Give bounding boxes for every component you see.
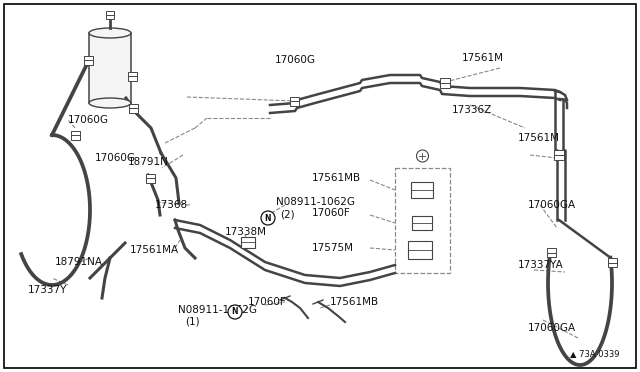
Text: 17368: 17368: [155, 200, 188, 210]
Text: 17337YA: 17337YA: [518, 260, 564, 270]
Text: 17060G: 17060G: [95, 153, 136, 163]
Text: (2): (2): [280, 209, 294, 219]
Text: 17561MA: 17561MA: [130, 245, 179, 255]
Bar: [608, 258, 617, 267]
Bar: [291, 96, 300, 106]
Circle shape: [417, 150, 429, 162]
Text: 17060GA: 17060GA: [528, 200, 576, 210]
Text: 17060F: 17060F: [312, 208, 351, 218]
Bar: [129, 103, 138, 112]
Ellipse shape: [89, 98, 131, 108]
Text: 17336Z: 17336Z: [452, 105, 492, 115]
Text: 17338M: 17338M: [225, 227, 267, 237]
Text: 17060GA: 17060GA: [528, 323, 576, 333]
Text: N08911-1062G: N08911-1062G: [276, 197, 355, 207]
Text: N08911-1062G: N08911-1062G: [178, 305, 257, 315]
Bar: [412, 182, 433, 198]
Bar: [547, 248, 556, 257]
Text: 17561M: 17561M: [462, 53, 504, 63]
Text: 17561M: 17561M: [518, 133, 560, 143]
Bar: [70, 131, 79, 140]
Circle shape: [228, 305, 242, 319]
Bar: [106, 11, 114, 19]
Text: N: N: [232, 308, 238, 317]
Text: 17060F: 17060F: [248, 297, 287, 307]
Bar: [413, 216, 433, 230]
Bar: [408, 241, 433, 259]
Bar: [145, 173, 154, 183]
Bar: [89, 33, 131, 103]
Bar: [127, 71, 136, 80]
Ellipse shape: [89, 28, 131, 38]
Text: 18791N: 18791N: [128, 157, 169, 167]
Text: 17561MB: 17561MB: [330, 297, 379, 307]
Text: 17060G: 17060G: [275, 55, 316, 65]
Text: N: N: [265, 214, 271, 222]
Text: (1): (1): [185, 317, 200, 327]
Bar: [241, 237, 255, 247]
Text: 17561MB: 17561MB: [312, 173, 361, 183]
Bar: [83, 55, 93, 64]
Text: 17575M: 17575M: [312, 243, 354, 253]
Text: ▲ 73A 0339: ▲ 73A 0339: [570, 349, 620, 358]
Circle shape: [261, 211, 275, 225]
Bar: [554, 150, 564, 160]
Bar: [395, 168, 450, 273]
Bar: [440, 78, 450, 88]
Text: 17337Y: 17337Y: [28, 285, 67, 295]
Text: 18791NA: 18791NA: [55, 257, 103, 267]
Text: 17060G: 17060G: [68, 115, 109, 125]
